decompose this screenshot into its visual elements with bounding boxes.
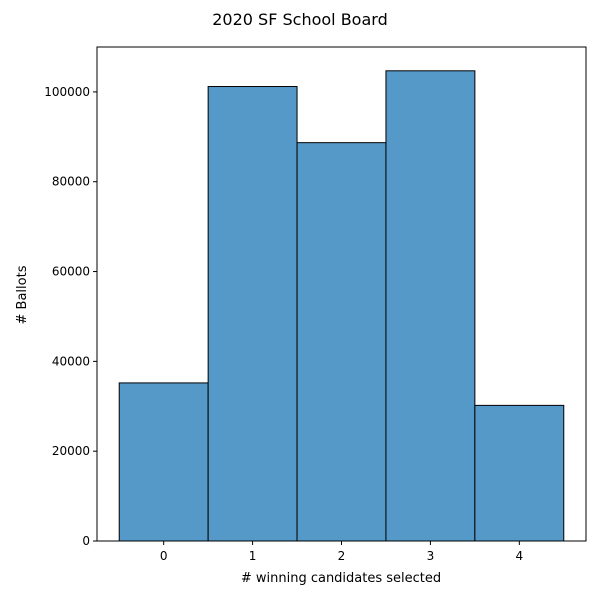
y-tick-label: 80000 bbox=[52, 175, 90, 189]
y-tick-label: 60000 bbox=[52, 265, 90, 279]
axes-group: 0 20000 40000 60000 80000 100000 0 1 2 3 4 bbox=[44, 46, 587, 563]
y-tick-label: 100000 bbox=[44, 85, 90, 99]
x-tick-label: 4 bbox=[515, 549, 523, 563]
x-tick-label: 1 bbox=[249, 549, 257, 563]
bar-4 bbox=[474, 404, 565, 542]
bars-group bbox=[118, 70, 565, 542]
bar-2 bbox=[296, 142, 387, 542]
bar-0 bbox=[118, 382, 209, 542]
bar-3 bbox=[385, 70, 476, 542]
x-tick-label: 3 bbox=[427, 549, 435, 563]
y-tick-label: 20000 bbox=[52, 444, 90, 458]
y-tick-label: 0 bbox=[82, 534, 90, 548]
x-tick-label: 0 bbox=[160, 549, 168, 563]
y-axis-label: # Ballots bbox=[15, 265, 30, 324]
y-tick-label: 40000 bbox=[52, 354, 90, 368]
x-tick-label: 2 bbox=[338, 549, 346, 563]
x-axis-label: # winning candidates selected bbox=[241, 571, 441, 586]
bar-1 bbox=[207, 86, 298, 542]
chart-title: 2020 SF School Board bbox=[212, 10, 387, 29]
